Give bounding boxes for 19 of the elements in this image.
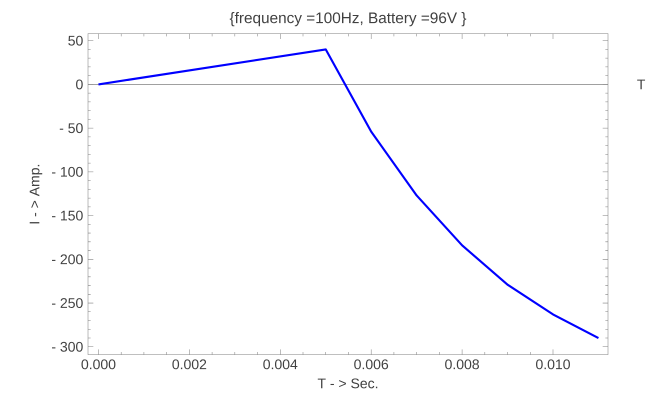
x-tick-label: 0.000: [81, 359, 116, 370]
y-tick-label: - 100: [52, 166, 83, 177]
line-series: [97, 48, 600, 340]
x-tick-label: 0.010: [536, 359, 570, 370]
y-tick-label: 0: [76, 79, 83, 90]
x-tick-label: 0.002: [172, 359, 206, 370]
x-tick-label: 0.008: [445, 359, 479, 370]
y-tick-label: - 250: [52, 298, 83, 308]
y-tick-label: 50: [68, 36, 83, 46]
y-tick-label: - 200: [52, 254, 83, 264]
y-tick-label: - 300: [52, 342, 83, 352]
y-tick-label: - 50: [60, 123, 83, 134]
x-axis-title: T - > Sec.: [318, 378, 378, 388]
x-tick-label: 0.006: [354, 359, 388, 370]
x-tick-label: 0.004: [263, 359, 298, 370]
y-axis-title: I - > Amp.: [30, 164, 42, 224]
ref-line-label: T: [637, 80, 646, 90]
y-tick-label: - 150: [52, 210, 83, 221]
chart-title: {frequency =100Hz, Battery =96V }: [230, 12, 466, 26]
